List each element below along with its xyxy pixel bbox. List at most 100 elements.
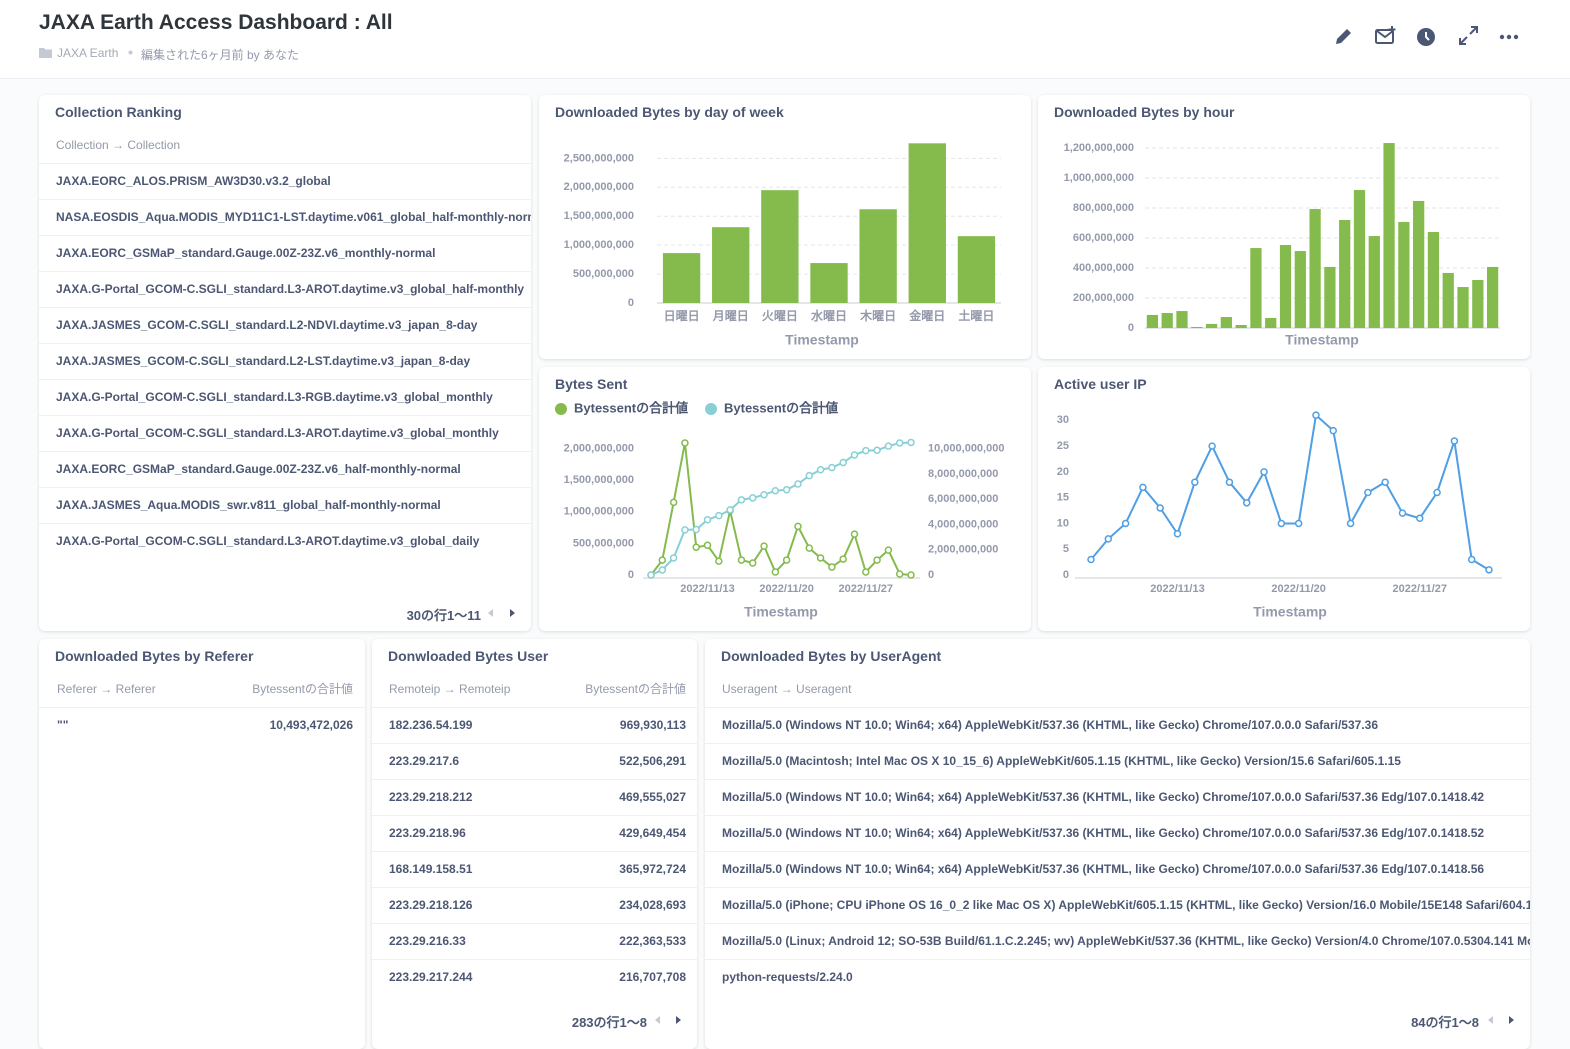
pagination-label: 30の行1〜11 bbox=[406, 608, 481, 623]
header: JAXA Earth Access Dashboard : All JAXA E… bbox=[0, 0, 1570, 79]
referer-card: Downloaded Bytes by Referer Referer → Re… bbox=[39, 639, 365, 1049]
row-divider bbox=[39, 379, 531, 380]
table-cell: Mozilla/5.0 (Windows NT 10.0; Win64; x64… bbox=[722, 790, 1485, 804]
card-title: Downloaded Bytes by day of week bbox=[555, 104, 784, 120]
chart-card: Downloaded Bytes by hour bbox=[1038, 95, 1530, 359]
next-page[interactable] bbox=[1509, 1016, 1514, 1024]
table-cell: 216,707,708 bbox=[619, 970, 686, 984]
table-cell: 223.29.217.6 bbox=[389, 754, 460, 768]
edit-button[interactable] bbox=[1336, 29, 1351, 44]
table-cell: 10,493,472,026 bbox=[269, 718, 353, 732]
pagination-label: 283の行1〜8 bbox=[571, 1015, 647, 1030]
row-divider bbox=[39, 415, 531, 416]
table-cell: 223.29.216.33 bbox=[389, 934, 466, 948]
table-cell: 429,649,454 bbox=[619, 826, 686, 840]
row-divider bbox=[372, 923, 697, 924]
table-cell: 223.29.217.244 bbox=[389, 970, 473, 984]
row-divider bbox=[39, 523, 531, 524]
chart-card: Active user IP bbox=[1038, 367, 1530, 631]
table-cell: Mozilla/5.0 (Linux; Android 12; SO-53B B… bbox=[722, 934, 1530, 948]
row-divider bbox=[705, 707, 1530, 708]
row-divider bbox=[39, 707, 365, 708]
subscribe-button[interactable] bbox=[1375, 26, 1396, 44]
next-page[interactable] bbox=[510, 609, 515, 617]
table-cell: "" bbox=[57, 718, 69, 732]
edited-info: 編集された6ヶ月前 by あなた bbox=[141, 48, 300, 62]
row-divider bbox=[39, 163, 531, 164]
history-button[interactable] bbox=[1417, 28, 1435, 46]
fullscreen-button[interactable] bbox=[1459, 26, 1478, 45]
card-title: Active user IP bbox=[1054, 376, 1147, 392]
table-cell: 168.149.158.51 bbox=[389, 862, 473, 876]
pagination bbox=[1488, 1016, 1514, 1024]
table-cell: NASA.EOSDIS_Aqua.MODIS_MYD11C1-LST.dayti… bbox=[56, 210, 531, 224]
table-cell: JAXA.JASMES_GCOM-C.SGLI_standard.L2-LST.… bbox=[56, 354, 471, 368]
row-divider bbox=[705, 959, 1530, 960]
row-divider bbox=[39, 451, 531, 452]
column-header[interactable]: Bytessentの合計値 bbox=[252, 682, 353, 696]
card-title: Downloaded Bytes by UserAgent bbox=[721, 648, 942, 664]
row-divider bbox=[705, 923, 1530, 924]
column-header[interactable]: Referer → Referer bbox=[57, 682, 156, 696]
table-cell: Mozilla/5.0 (Windows NT 10.0; Win64; x64… bbox=[722, 826, 1485, 840]
table-cell: 234,028,693 bbox=[619, 898, 686, 912]
row-divider bbox=[705, 851, 1530, 852]
chart-card: Bytes Sent bbox=[539, 367, 1031, 631]
toolbar bbox=[1336, 26, 1519, 46]
more-button[interactable] bbox=[1499, 34, 1519, 40]
table-cell: Mozilla/5.0 (iPhone; CPU iPhone OS 16_0_… bbox=[722, 898, 1530, 912]
row-divider bbox=[39, 235, 531, 236]
row-divider bbox=[39, 271, 531, 272]
card-title: Collection Ranking bbox=[55, 104, 182, 120]
row-divider bbox=[39, 307, 531, 308]
user-card: Donwloaded Bytes User Remoteip → Remotei… bbox=[372, 639, 697, 1049]
card-title: Downloaded Bytes by hour bbox=[1054, 104, 1235, 120]
pagination-label: 84の行1〜8 bbox=[1411, 1015, 1479, 1030]
row-divider bbox=[39, 343, 531, 344]
table-cell: JAXA.EORC_GSMaP_standard.Gauge.00Z-23Z.v… bbox=[56, 462, 461, 476]
table-cell: 182.236.54.199 bbox=[389, 718, 473, 732]
table-cell: JAXA.G-Portal_GCOM-C.SGLI_standard.L3-AR… bbox=[56, 534, 480, 548]
breadcrumb[interactable]: JAXA Earth bbox=[57, 46, 119, 60]
card-title: Donwloaded Bytes User bbox=[388, 648, 549, 664]
column-header[interactable]: Remoteip → Remoteip bbox=[389, 682, 511, 696]
column-header[interactable]: Collection → Collection bbox=[56, 138, 181, 152]
table-cell: JAXA.JASMES_Aqua.MODIS_swr.v811_global_h… bbox=[56, 498, 441, 512]
chart-card: Downloaded Bytes by day of week bbox=[539, 95, 1031, 359]
row-divider bbox=[705, 743, 1530, 744]
table-cell: JAXA.G-Portal_GCOM-C.SGLI_standard.L3-AR… bbox=[56, 282, 525, 296]
separator-dot bbox=[128, 50, 133, 55]
row-divider bbox=[705, 887, 1530, 888]
pagination bbox=[488, 609, 515, 617]
column-header[interactable]: Useragent → Useragent bbox=[722, 682, 852, 696]
prev-page[interactable] bbox=[488, 609, 493, 617]
row-divider bbox=[39, 487, 531, 488]
row-divider bbox=[39, 199, 531, 200]
table-cell: Mozilla/5.0 (Windows NT 10.0; Win64; x64… bbox=[722, 862, 1485, 876]
row-divider bbox=[372, 959, 697, 960]
table-cell: JAXA.G-Portal_GCOM-C.SGLI_standard.L3-AR… bbox=[56, 426, 499, 440]
row-divider bbox=[372, 815, 697, 816]
table-cell: JAXA.G-Portal_GCOM-C.SGLI_standard.L3-RG… bbox=[56, 390, 493, 404]
prev-page[interactable] bbox=[1488, 1016, 1493, 1024]
table-cell: 469,555,027 bbox=[619, 790, 686, 804]
table-cell: python-requests/2.24.0 bbox=[722, 970, 853, 984]
prev-page[interactable] bbox=[655, 1016, 660, 1024]
row-divider bbox=[705, 779, 1530, 780]
table-cell: JAXA.EORC_ALOS.PRISM_AW3D30.v3.2_global bbox=[56, 174, 331, 188]
column-header[interactable]: Bytessentの合計値 bbox=[585, 682, 686, 696]
useragent-card: Downloaded Bytes by UserAgent Useragent … bbox=[705, 639, 1530, 1049]
collection-ranking-card: Collection Ranking Collection → Collecti… bbox=[39, 95, 531, 631]
pagination bbox=[655, 1016, 681, 1024]
row-divider bbox=[372, 707, 697, 708]
table-cell: 223.29.218.212 bbox=[389, 790, 473, 804]
table-cell: Mozilla/5.0 (Windows NT 10.0; Win64; x64… bbox=[722, 718, 1378, 732]
row-divider bbox=[705, 815, 1530, 816]
row-divider bbox=[372, 779, 697, 780]
table-cell: 222,363,533 bbox=[619, 934, 686, 948]
table-cell: JAXA.JASMES_GCOM-C.SGLI_standard.L2-NDVI… bbox=[56, 318, 478, 332]
table-cell: 522,506,291 bbox=[619, 754, 686, 768]
next-page[interactable] bbox=[676, 1016, 681, 1024]
